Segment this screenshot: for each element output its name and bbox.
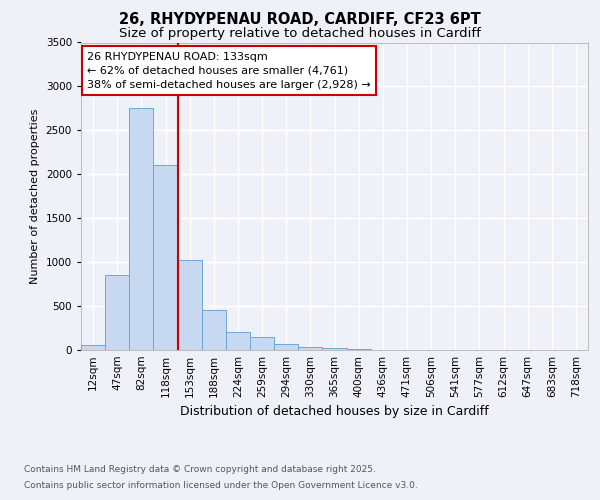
Text: Contains public sector information licensed under the Open Government Licence v3: Contains public sector information licen… [24, 480, 418, 490]
Bar [81, 345, 105, 350]
Bar [274, 344, 298, 350]
Text: Contains HM Land Registry data © Crown copyright and database right 2025.: Contains HM Land Registry data © Crown c… [24, 466, 376, 474]
Bar [298, 347, 322, 350]
Text: 26, RHYDYPENAU ROAD, CARDIFF, CF23 6PT: 26, RHYDYPENAU ROAD, CARDIFF, CF23 6PT [119, 12, 481, 28]
Y-axis label: Number of detached properties: Number of detached properties [30, 108, 40, 284]
X-axis label: Distribution of detached houses by size in Cardiff: Distribution of detached houses by size … [180, 406, 489, 418]
Text: Size of property relative to detached houses in Cardiff: Size of property relative to detached ho… [119, 28, 481, 40]
Bar [226, 332, 250, 350]
Bar [105, 276, 129, 350]
Bar [322, 348, 347, 350]
Bar [202, 310, 226, 350]
Bar [178, 260, 202, 350]
Text: 26 RHYDYPENAU ROAD: 133sqm
← 62% of detached houses are smaller (4,761)
38% of s: 26 RHYDYPENAU ROAD: 133sqm ← 62% of deta… [87, 52, 371, 90]
Bar [250, 337, 274, 350]
Bar [129, 108, 154, 350]
Bar [347, 348, 371, 350]
Bar [154, 166, 178, 350]
